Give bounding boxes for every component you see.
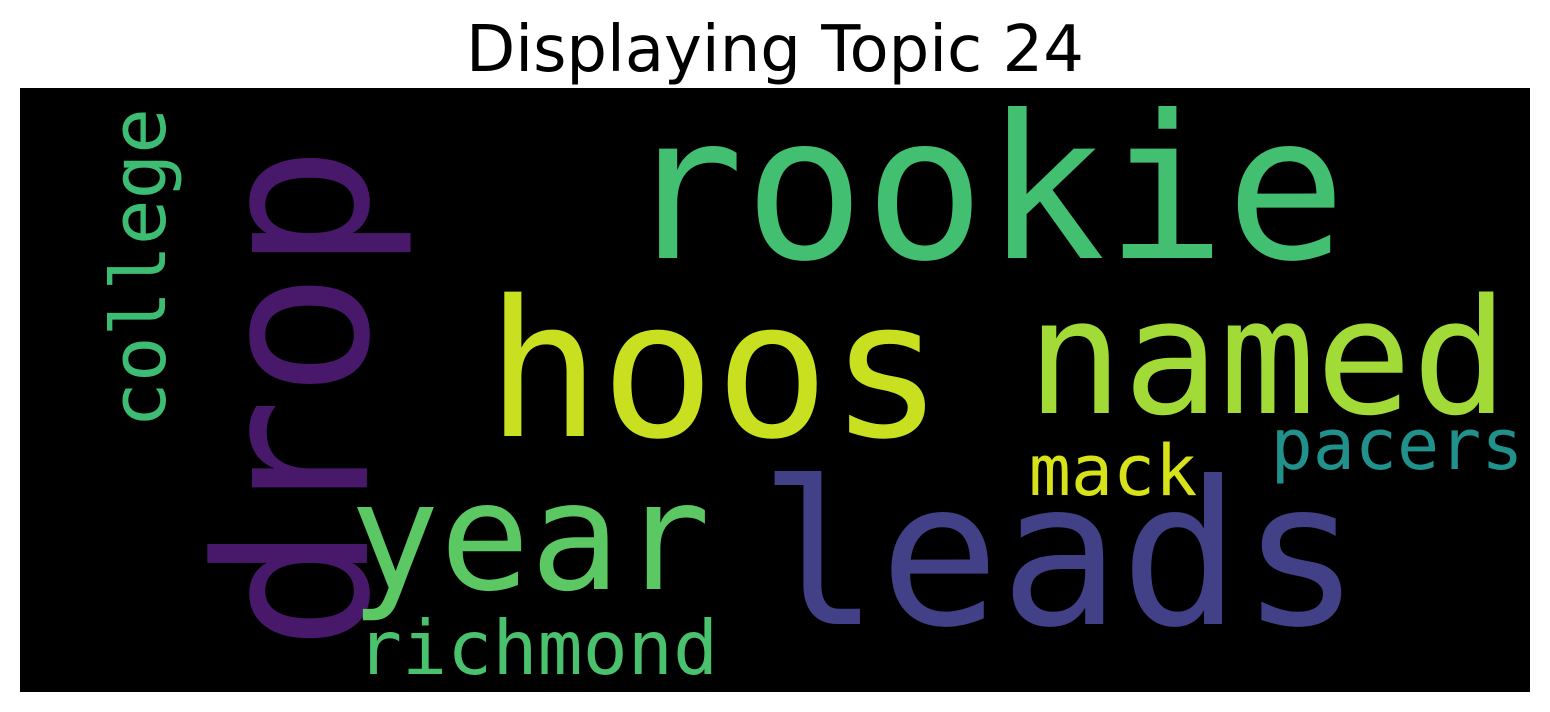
chart-title: Displaying Topic 24	[466, 13, 1084, 87]
word-cloud-canvas: rookie hoos named leads drop year colleg…	[20, 88, 1530, 692]
word-rookie: rookie	[623, 73, 1347, 306]
word-leads: leads	[758, 439, 1362, 672]
word-mack: mack	[1028, 430, 1198, 512]
word-pacers: pacers	[1270, 404, 1524, 486]
word-hoos: hoos	[486, 260, 944, 481]
word-richmond: richmond	[356, 604, 719, 692]
word-named: named	[1026, 264, 1509, 451]
word-year: year	[349, 451, 711, 625]
word-college: college	[95, 108, 184, 428]
